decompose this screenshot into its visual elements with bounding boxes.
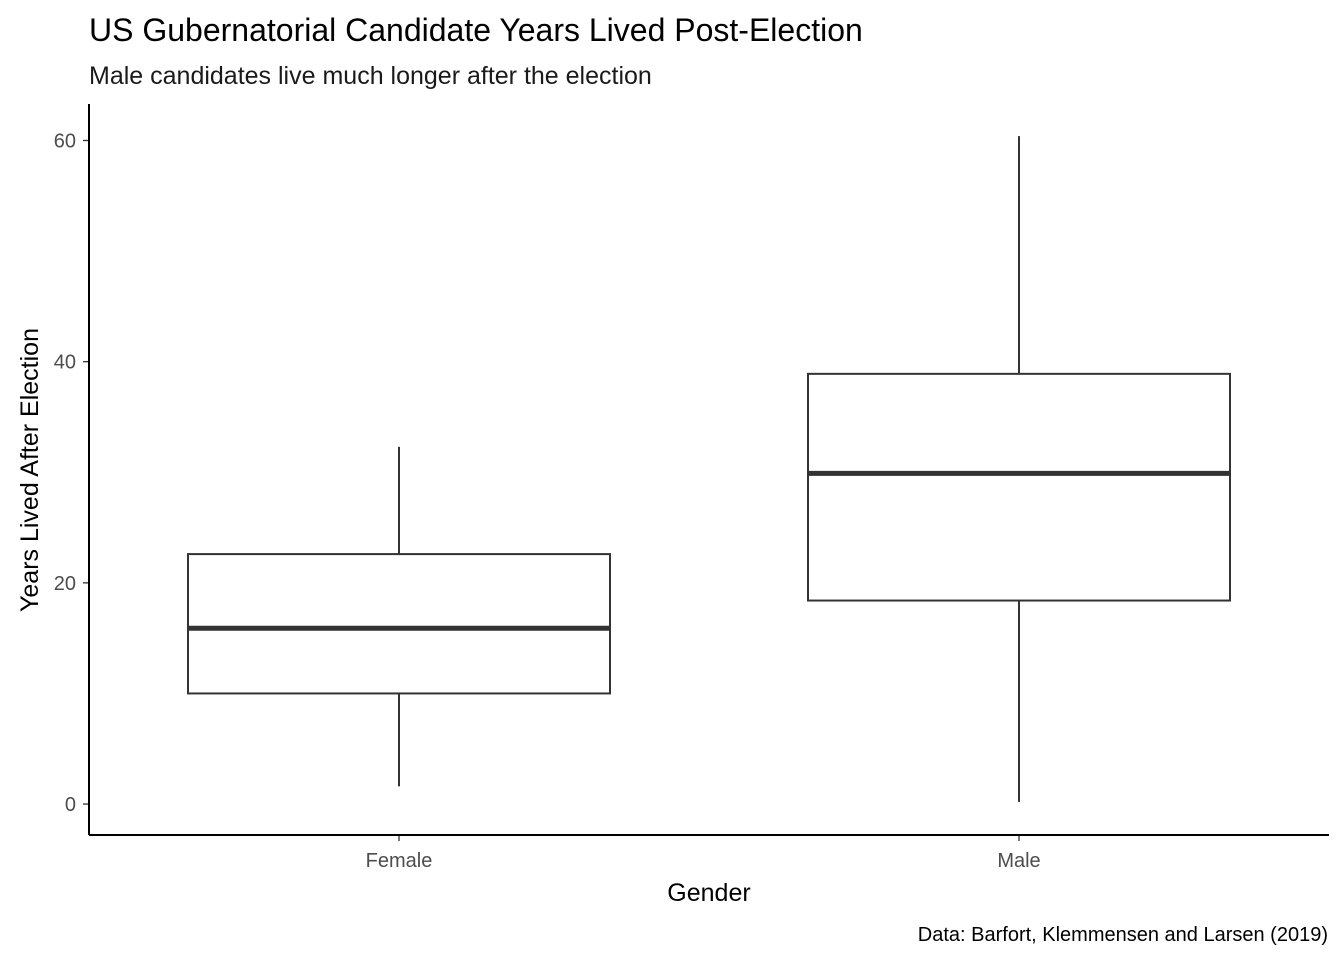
y-tick-label: 60 [54,130,76,152]
plot-area: 0 20 40 60 Female Male [54,104,1329,872]
chart-subtitle: Male candidates live much longer after t… [89,62,652,90]
chart-title: US Gubernatorial Candidate Years Lived P… [89,12,863,48]
y-tick-label: 0 [65,794,76,816]
x-tick-label: Female [366,850,433,872]
x-tick-label: Male [997,850,1040,872]
x-axis-title: Gender [667,879,750,907]
y-axis-title: Years Lived After Election [16,328,44,612]
y-tick-label: 40 [54,352,76,374]
box-iqr [187,553,611,695]
box-iqr [807,372,1231,602]
chart-caption: Data: Barfort, Klemmensen and Larsen (20… [918,924,1328,946]
y-tick-label: 20 [54,573,76,595]
